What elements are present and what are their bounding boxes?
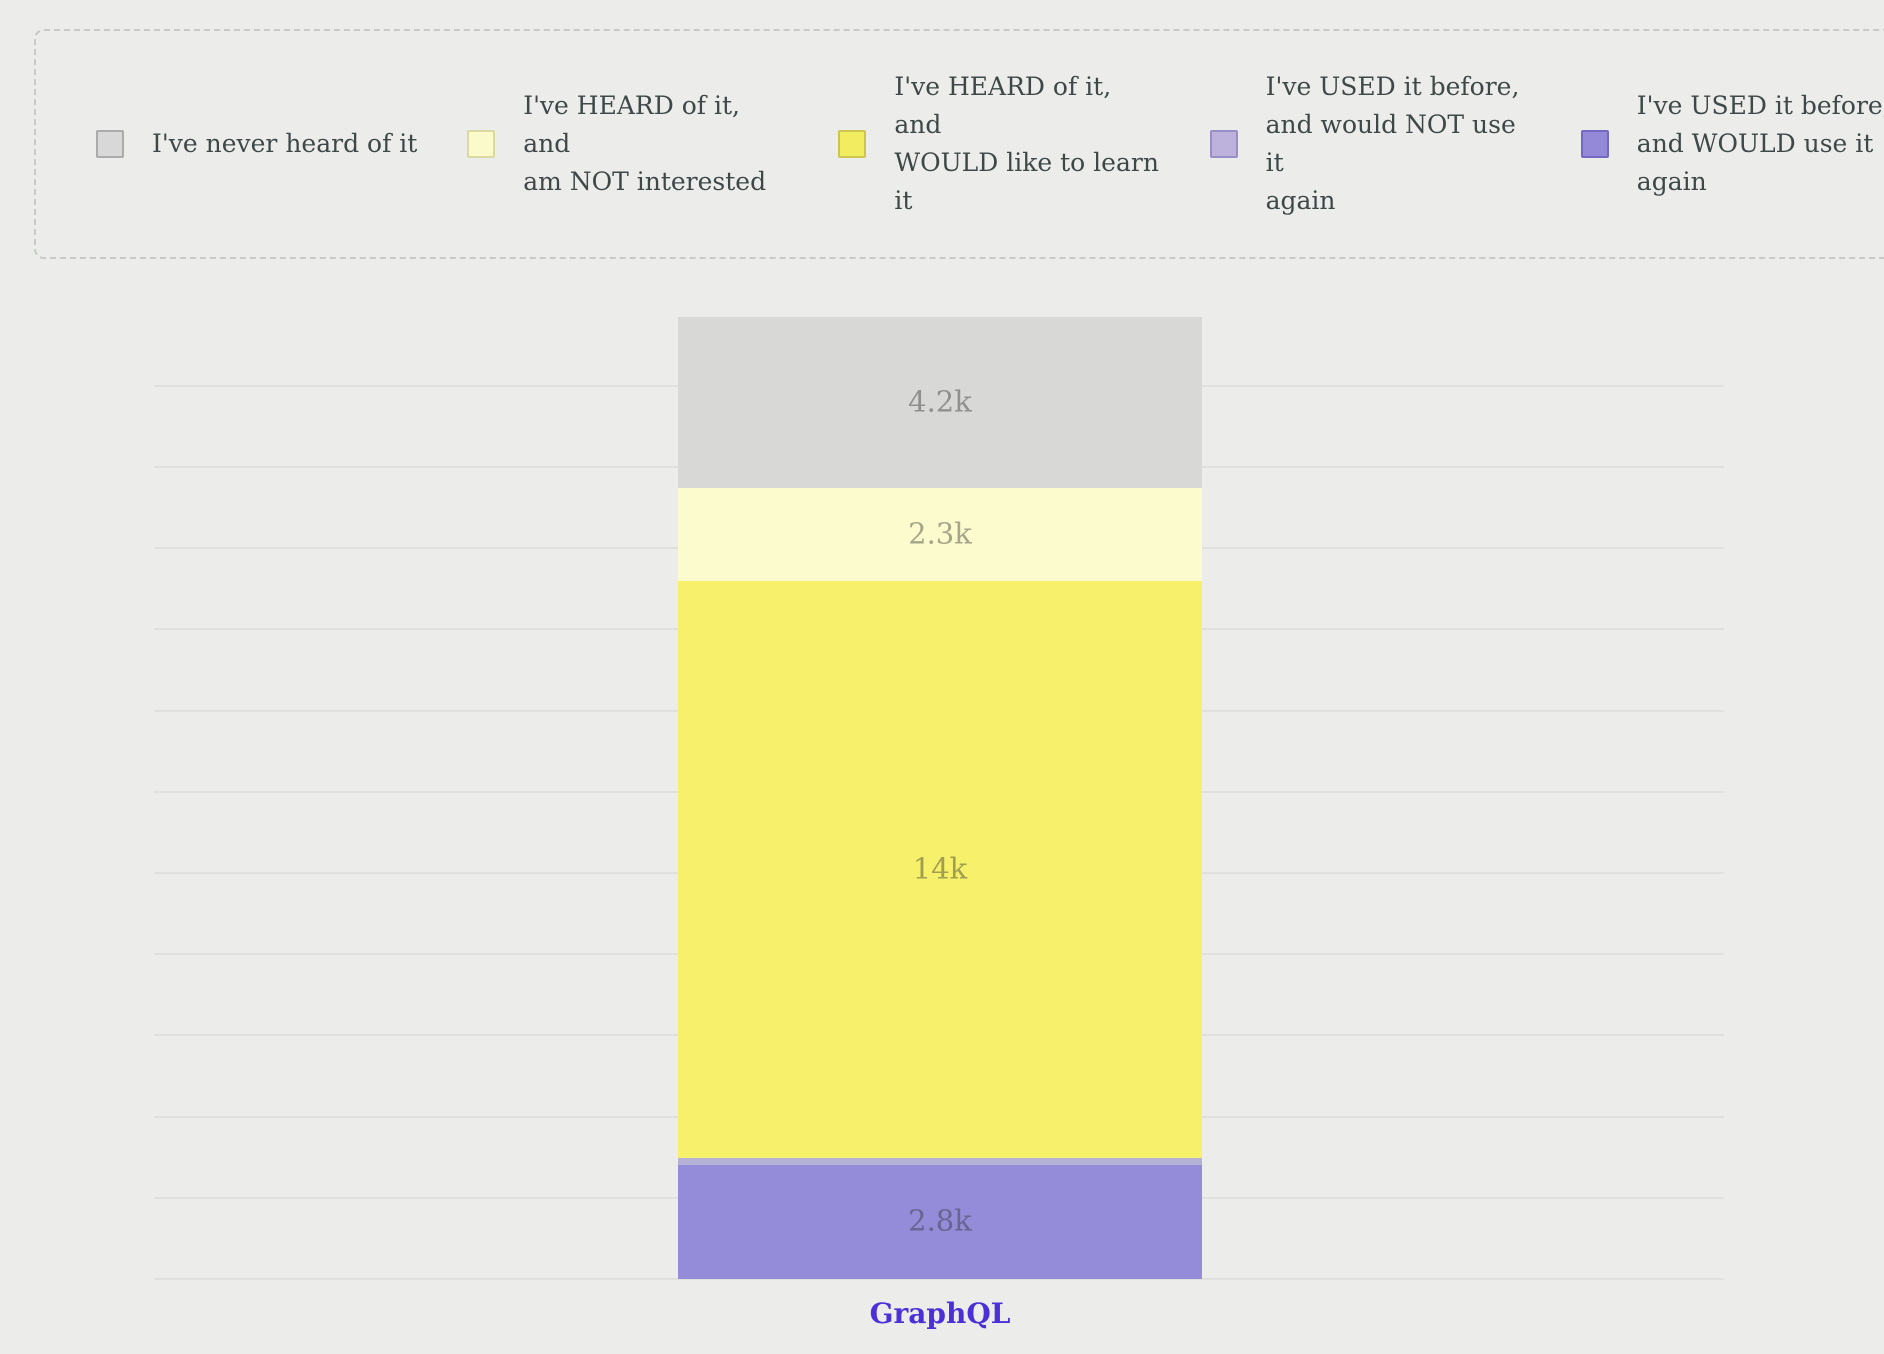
segment-value-label: 14k xyxy=(912,851,968,886)
bar-segment-1[interactable]: 2.3k xyxy=(678,488,1202,581)
legend-item-heard-would-learn[interactable]: I've HEARD of it, and WOULD like to lear… xyxy=(838,68,1165,220)
bar-graphql: 4.2k 2.3k 14k 2.8k xyxy=(678,317,1202,1279)
x-axis-label-graphql[interactable]: GraphQL xyxy=(869,1297,1011,1330)
legend-swatch-icon xyxy=(1580,130,1609,158)
segment-value-label: 2.3k xyxy=(908,516,972,551)
bar-segment-2[interactable]: 14k xyxy=(678,581,1202,1158)
legend-item-used-not-again[interactable]: I've USED it before, and would NOT use i… xyxy=(1209,68,1537,220)
legend-item-never-heard[interactable]: I've never heard of it xyxy=(96,125,423,163)
legend-swatch-icon xyxy=(838,130,867,158)
legend-item-label: I've never heard of it xyxy=(152,129,418,158)
gridline xyxy=(154,1278,1724,1280)
chart-legend: I've never heard of it I've HEARD of it,… xyxy=(34,29,1884,259)
legend-item-label: I've USED it before, and would NOT use i… xyxy=(1265,72,1520,215)
legend-swatch-icon xyxy=(467,130,496,158)
bar-segment-4[interactable]: 2.8k xyxy=(678,1165,1202,1279)
bar-segment-3[interactable] xyxy=(678,1158,1202,1165)
segment-value-label: 2.8k xyxy=(908,1203,972,1238)
legend-item-heard-not-interested[interactable]: I've HEARD of it, and am NOT interested xyxy=(467,87,794,201)
legend-swatch-icon xyxy=(1209,130,1238,158)
legend-item-label: I've HEARD of it, and WOULD like to lear… xyxy=(894,72,1159,215)
segment-value-label: 4.2k xyxy=(908,384,972,419)
legend-item-label: I've USED it before, and WOULD use it ag… xyxy=(1636,91,1884,196)
legend-item-used-would-again[interactable]: I've USED it before, and WOULD use it ag… xyxy=(1580,87,1884,201)
legend-item-label: I've HEARD of it, and am NOT interested xyxy=(523,91,767,196)
legend-swatch-icon xyxy=(96,130,124,158)
bar-segment-0[interactable]: 4.2k xyxy=(678,317,1202,488)
